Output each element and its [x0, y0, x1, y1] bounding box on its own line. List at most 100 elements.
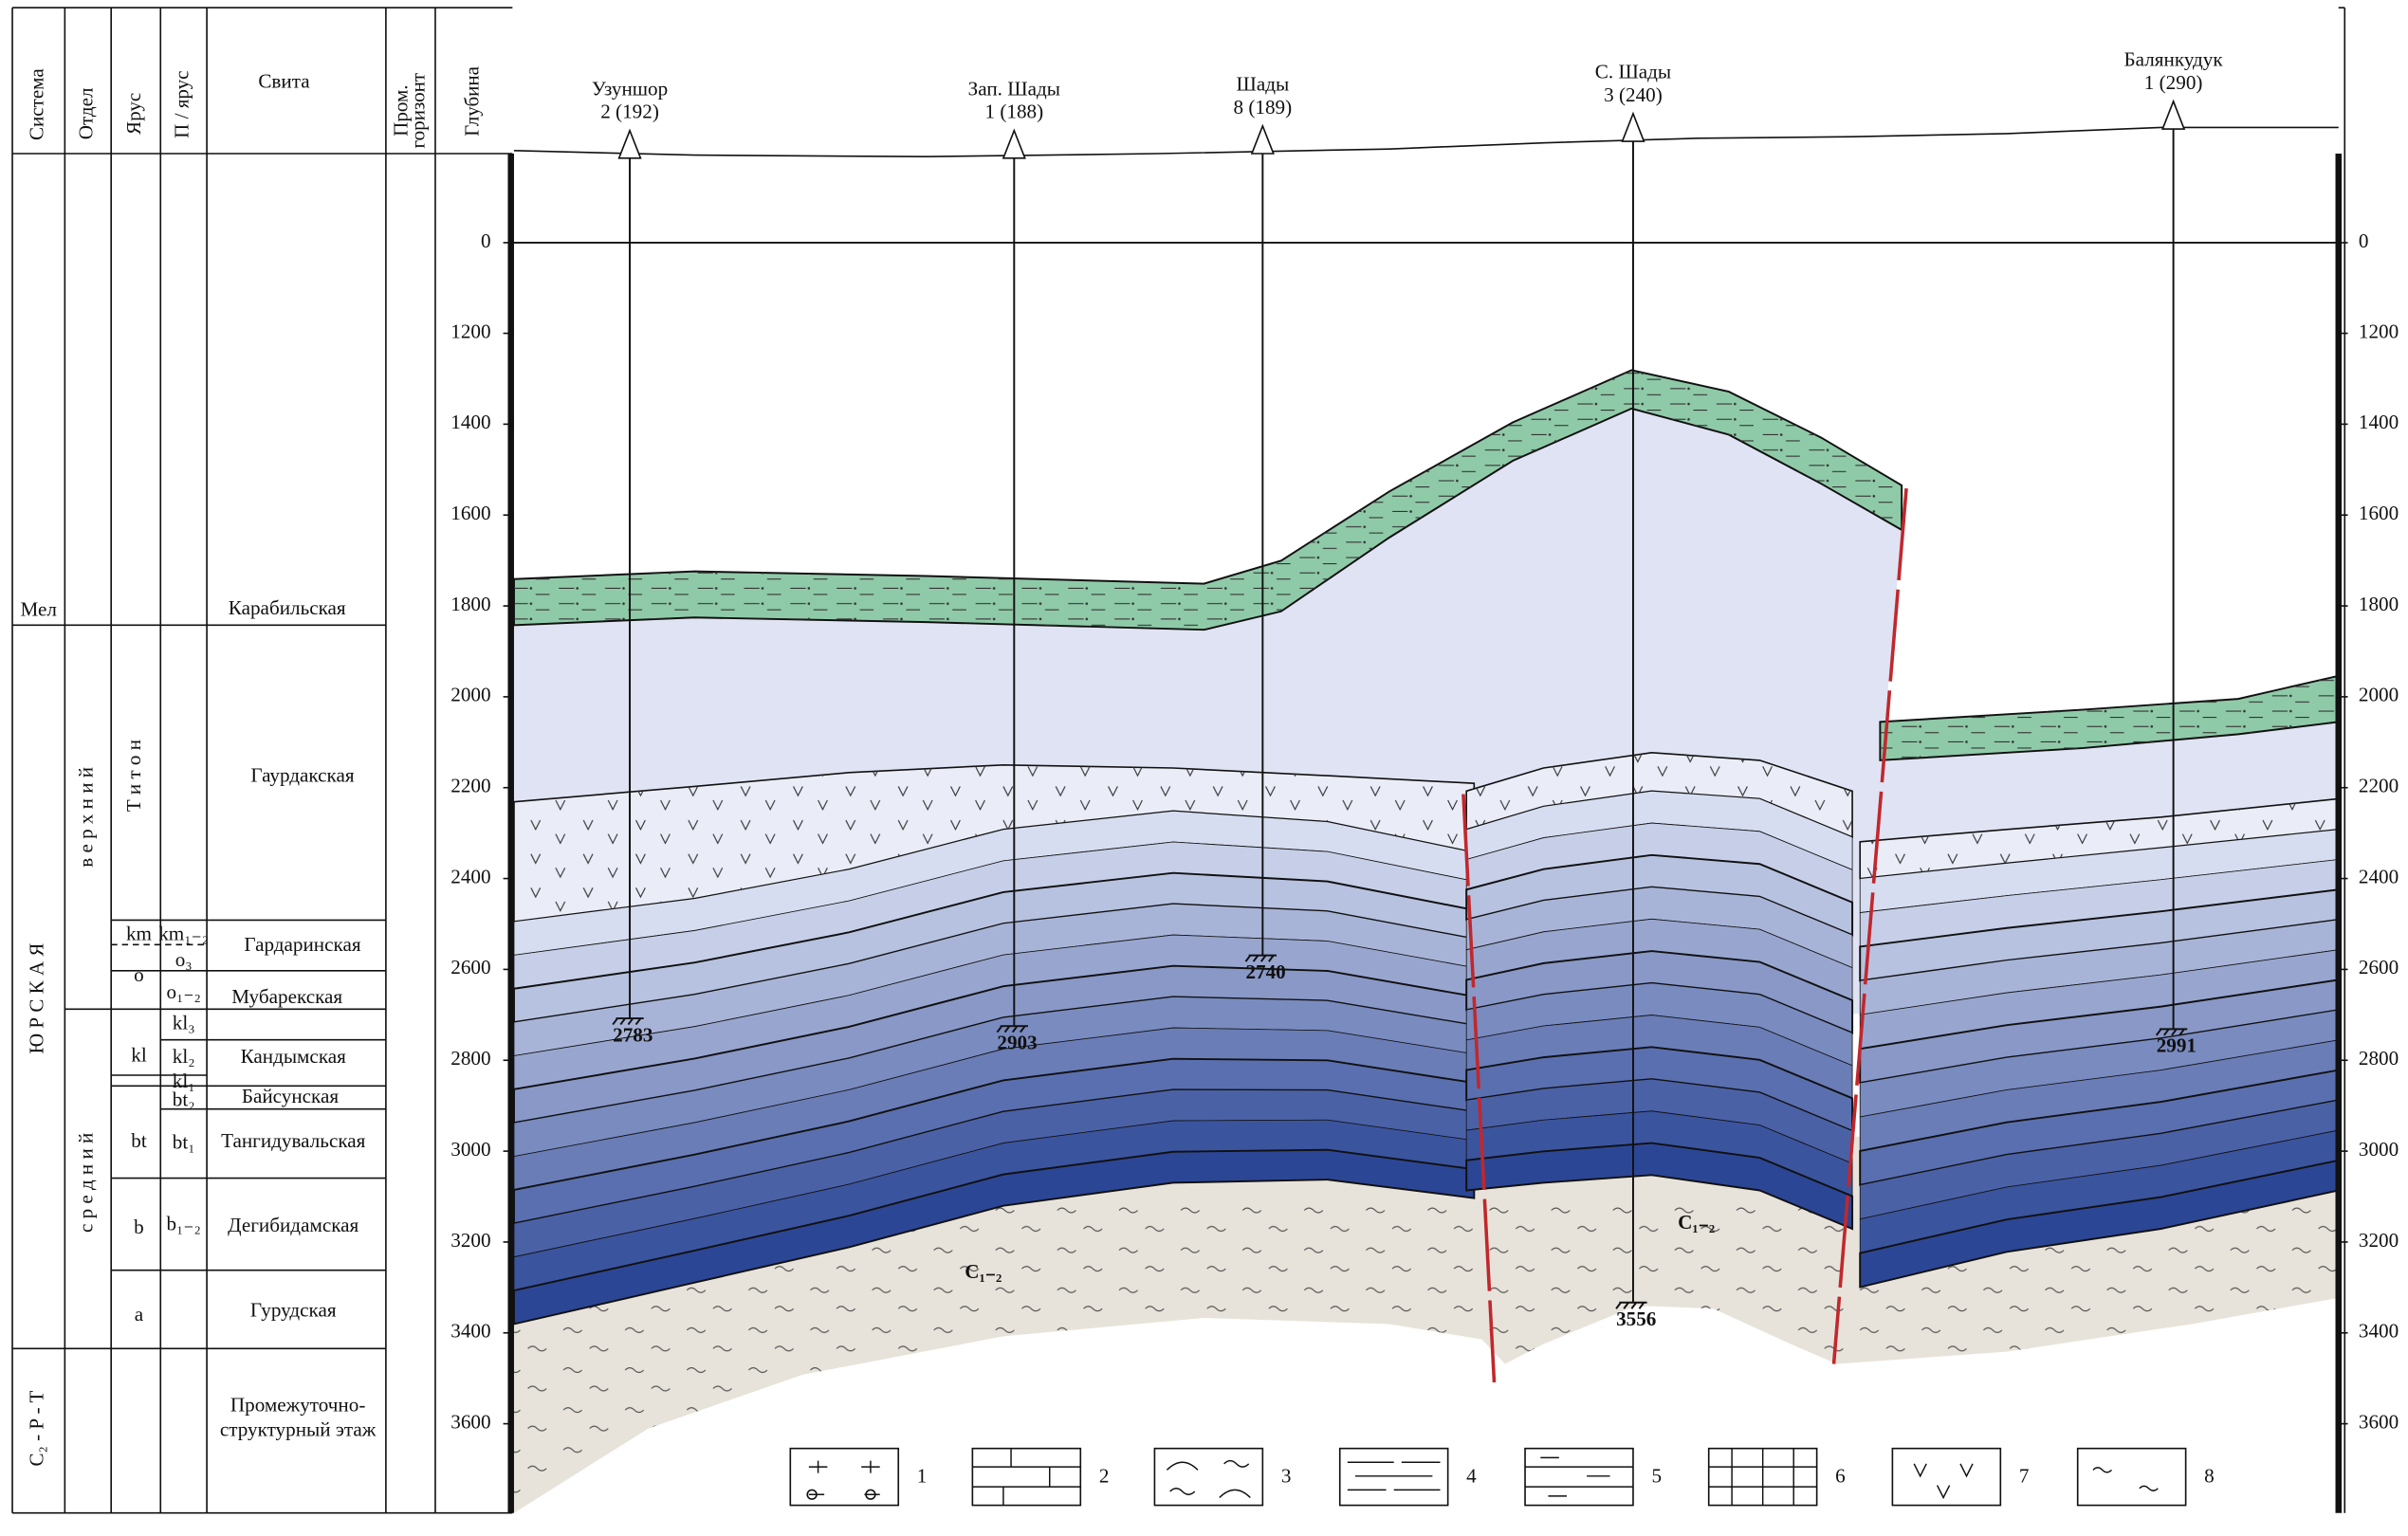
header: П / ярус — [170, 70, 193, 137]
well-number: 1 (290) — [2144, 71, 2203, 94]
legend-item: 8 — [2078, 1449, 2215, 1506]
depth-label: 1200 — [2359, 320, 2399, 342]
depth-label: 1800 — [450, 593, 490, 615]
stage: Т и т о н — [122, 740, 145, 812]
legend-item: 3 — [1154, 1449, 1291, 1506]
legend-number: 6 — [1835, 1464, 1846, 1487]
well-depth: 2783 — [613, 1023, 653, 1046]
suite: Кандымская — [241, 1045, 347, 1068]
division: в е р х н и й — [75, 767, 98, 868]
depth-label: 1400 — [450, 411, 490, 433]
legend-box — [790, 1449, 898, 1506]
substage: kl₃ — [173, 1011, 195, 1033]
stage: kl — [131, 1043, 147, 1066]
depth-label: 2800 — [2359, 1047, 2399, 1070]
well-number: 3 (240) — [1604, 83, 1663, 106]
substage: o₁₋₂ — [166, 980, 200, 1003]
well-number: 8 (189) — [1234, 96, 1293, 119]
depth-label: 2400 — [450, 865, 490, 887]
substage: km₁₋₂ — [158, 922, 209, 944]
well-number: 2 (192) — [600, 101, 659, 123]
legend-item: 6 — [1709, 1449, 1846, 1506]
suite: Дегибидамская — [228, 1214, 358, 1236]
legend-box — [1892, 1449, 2000, 1506]
suite: Гурудская — [250, 1298, 337, 1321]
depth-label: 0 — [481, 229, 491, 252]
division: с р е д н и й — [75, 1133, 98, 1233]
depth-label: 1600 — [450, 502, 490, 524]
legend-box — [1525, 1449, 1633, 1506]
depth-label: 2600 — [2359, 956, 2399, 978]
stage: a — [135, 1303, 144, 1326]
system: Мел — [20, 598, 57, 621]
well-depth: 2903 — [997, 1031, 1037, 1053]
header: Ярус — [122, 93, 145, 135]
suite: Тангидувальская — [221, 1129, 366, 1152]
depth-label: 2200 — [450, 775, 490, 797]
well-number: 1 (188) — [984, 101, 1043, 123]
system: C₂ - P - T — [25, 1391, 47, 1467]
suite: структурный этаж — [220, 1418, 377, 1441]
well-name: Балянкудук — [2124, 48, 2224, 71]
legend-number: 4 — [1466, 1464, 1477, 1487]
legend-box — [972, 1449, 1080, 1506]
header: Отдел — [75, 87, 98, 139]
depth-label: 2000 — [2359, 684, 2399, 706]
suite: Промежуточно- — [230, 1394, 366, 1417]
legend-item: 2 — [972, 1449, 1109, 1506]
legend-number: 5 — [1651, 1464, 1662, 1487]
legend-item: 5 — [1525, 1449, 1662, 1506]
depth-label: 3400 — [2359, 1320, 2399, 1343]
depth-label: 0 — [2359, 229, 2369, 252]
depth-label: 2600 — [450, 956, 490, 978]
depth-label: 3600 — [2359, 1410, 2399, 1433]
legend-item: 7 — [1892, 1449, 2029, 1506]
depth-label: 3000 — [2359, 1138, 2399, 1161]
well-symbol — [1003, 131, 1025, 158]
suite: Гардаринская — [244, 933, 360, 956]
well-depth: 2740 — [1245, 960, 1285, 983]
legend-number: 3 — [1281, 1464, 1292, 1487]
substage: bt₁ — [173, 1131, 195, 1154]
depth-label: 2000 — [450, 684, 490, 706]
legend-box — [1340, 1449, 1448, 1506]
depth-label: 1400 — [2359, 411, 2399, 433]
topography — [514, 127, 2339, 156]
depth-label: 3200 — [450, 1229, 490, 1252]
well-name: С. Шады — [1595, 61, 1671, 83]
stage: km — [126, 922, 153, 944]
depth-label: 2400 — [2359, 865, 2399, 887]
stage: bt — [131, 1129, 147, 1152]
substage: b₁₋₂ — [166, 1213, 200, 1235]
suite: Карабильская — [229, 596, 346, 619]
stage: b — [134, 1216, 144, 1238]
legend-number: 7 — [2019, 1464, 2030, 1487]
legend-number: 2 — [1099, 1464, 1110, 1487]
depth-label: 3400 — [450, 1320, 490, 1343]
well-symbol — [1623, 114, 1645, 141]
well-depth: 2991 — [2157, 1034, 2197, 1057]
legend-box — [1154, 1449, 1262, 1506]
stage: o — [134, 963, 144, 986]
substage: o₃ — [175, 948, 193, 971]
well-depth: 3556 — [1616, 1307, 1656, 1330]
legend-box — [2078, 1449, 2186, 1506]
header: горизонт — [407, 73, 430, 149]
well-symbol — [619, 131, 641, 158]
cross-section: 0 0 1200 1200 1400 1400 1600 1600 1800 1800 2000 20… — [0, 0, 2408, 1536]
header: Глубина — [460, 65, 483, 137]
suite: Гаурдакская — [250, 764, 355, 787]
well-name: Шады — [1237, 73, 1290, 96]
legend-item: 4 — [1340, 1449, 1477, 1506]
well-name: Зап. Шады — [968, 77, 1060, 100]
formation-label: С₁₋₂ — [1678, 1211, 1715, 1234]
depth-label: 1200 — [450, 320, 490, 342]
legend-item: 1 — [790, 1449, 927, 1506]
suite: Байсунская — [242, 1085, 340, 1107]
depth-label: 3200 — [2359, 1229, 2399, 1252]
depth-label: 1600 — [2359, 502, 2399, 524]
depth-label: 3600 — [450, 1410, 490, 1433]
depth-label: 3000 — [450, 1138, 490, 1161]
system: Ю Р С К А Я — [25, 943, 47, 1054]
depth-label: 1800 — [2359, 593, 2399, 615]
